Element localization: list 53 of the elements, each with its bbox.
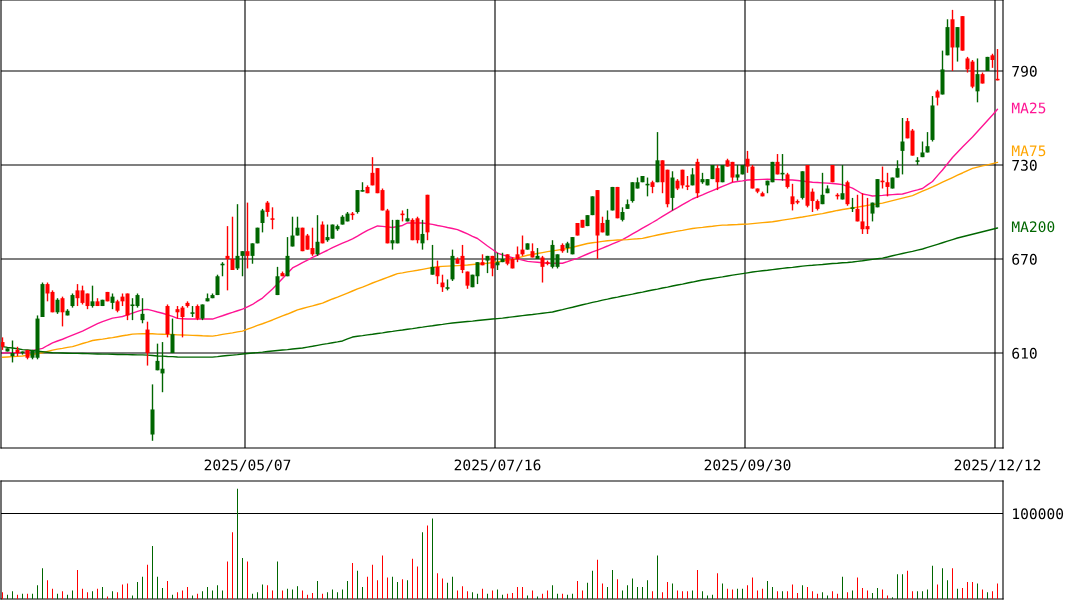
candlestick (225, 225, 230, 292)
candlestick (285, 236, 290, 277)
candlestick (845, 179, 850, 207)
series-label: MA75 (1011, 145, 1046, 157)
candlestick (450, 248, 455, 282)
x-tick-label: 2025/07/16 (454, 459, 541, 472)
candlestick (235, 203, 240, 271)
candlestick (230, 216, 235, 271)
candlestick (270, 206, 275, 230)
candlestick (250, 242, 255, 265)
candlestick (170, 317, 175, 354)
candlestick (655, 131, 660, 183)
candlestick (295, 216, 300, 237)
candlestick (145, 321, 150, 367)
candlestick (275, 266, 280, 296)
candlestick (310, 226, 315, 257)
candlestick (745, 150, 750, 174)
candlestick (855, 194, 860, 223)
candlestick (975, 57, 980, 104)
candlestick (670, 170, 675, 212)
candlestick (840, 164, 845, 201)
candlestick (420, 219, 425, 251)
candlestick (475, 261, 480, 285)
candlestick (750, 164, 755, 190)
candlestick (605, 209, 610, 237)
x-tick-label: 2025/05/07 (204, 459, 291, 472)
candlestick (860, 192, 865, 235)
candlestick (430, 244, 435, 276)
candlestick (125, 292, 130, 321)
y-tick-label: 610 (1012, 347, 1037, 359)
candlestick (240, 250, 245, 277)
candlestick (955, 26, 960, 63)
series-label: MA25 (1011, 102, 1046, 114)
candlestick (245, 201, 250, 270)
candlestick (435, 259, 440, 285)
candlestick (260, 208, 265, 234)
y-tick-label: 100000 (1013, 508, 1064, 520)
y-tick-label: 790 (1012, 65, 1037, 77)
x-tick-label: 2025/12/12 (954, 459, 1041, 472)
y-tick-label: 730 (1012, 159, 1037, 171)
candlestick (180, 305, 185, 339)
candlestick (885, 172, 890, 198)
candlestick (60, 295, 65, 328)
series-label: MA200 (1011, 221, 1055, 233)
candlestick (900, 117, 905, 176)
candlestick (790, 183, 795, 212)
x-tick-label: 2025/09/30 (704, 459, 791, 472)
candlestick (140, 297, 145, 324)
candlestick (90, 284, 95, 309)
line-series (1, 161, 999, 358)
y-tick-label: 670 (1012, 253, 1037, 265)
candlestick (715, 164, 720, 191)
candlestick (820, 172, 825, 205)
